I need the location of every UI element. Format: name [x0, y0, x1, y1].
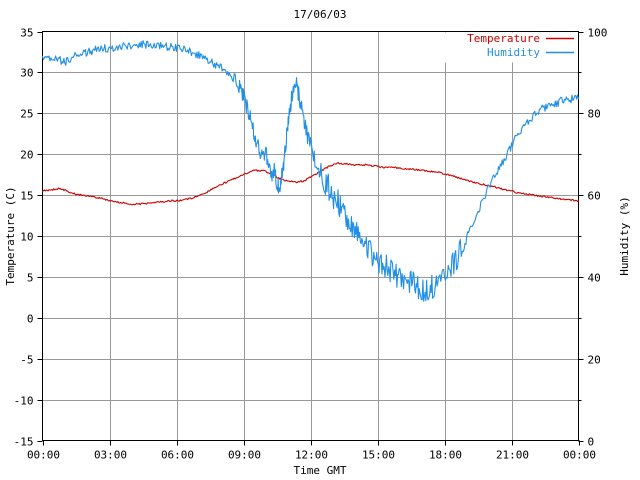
y-tick-label: -15 — [14, 436, 34, 449]
x-tick-label: 06:00 — [161, 449, 194, 462]
y2-tick-label: 40 — [588, 272, 601, 285]
y-tick-label: 10 — [20, 231, 33, 244]
chart-legend: Temperature Humidity — [434, 32, 578, 63]
y2-tick-label: 20 — [588, 354, 601, 367]
x-tick-label: 15:00 — [362, 449, 395, 462]
x-tick-label: 21:00 — [496, 449, 529, 462]
x-tick-label: 12:00 — [295, 449, 328, 462]
legend-background — [434, 32, 578, 63]
x-tick-label: 00:00 — [27, 449, 60, 462]
data-series — [41, 40, 580, 302]
x-tick-label: 18:00 — [429, 449, 462, 462]
legend-item-humidity: Humidity — [487, 46, 540, 59]
y2-tick-label: 0 — [588, 436, 595, 449]
x-axis-label: Time GMT — [294, 464, 347, 477]
y-tick-label: -5 — [20, 354, 33, 367]
y-axis-ticks: -15 -10 -5 0 5 10 15 20 25 30 35 — [14, 27, 43, 449]
y2-axis-label: Humidity (%) — [618, 196, 631, 275]
x-tick-label: 09:00 — [228, 449, 261, 462]
chart-title: 17/06/03 — [294, 8, 347, 21]
grid-lines — [42, 31, 579, 441]
y-tick-label: 25 — [20, 108, 33, 121]
y2-axis-ticks: 0 20 40 60 80 100 — [578, 27, 608, 449]
y-tick-label: 15 — [20, 190, 33, 203]
plot-frame — [41, 30, 580, 442]
y-tick-label: 5 — [27, 272, 34, 285]
series-line-humidity — [41, 40, 580, 302]
x-axis-ticks: 00:00 03:00 06:00 09:00 12:00 15:00 18:00 21:00… — [27, 440, 596, 462]
y-tick-label: 30 — [20, 67, 33, 80]
x-tick-label: 03:00 — [94, 449, 127, 462]
y-tick-label: 20 — [20, 149, 33, 162]
y-tick-label: 0 — [27, 313, 34, 326]
y-tick-label: -10 — [14, 395, 34, 408]
y2-tick-label: 80 — [588, 108, 601, 121]
legend-item-temperature: Temperature — [467, 32, 540, 45]
y-axis-label: Temperature (C) — [4, 186, 17, 285]
y2-tick-label: 60 — [588, 190, 601, 203]
y-tick-label: 35 — [20, 27, 33, 40]
y2-tick-label: 100 — [588, 27, 608, 40]
x-tick-label: 00:00 — [563, 449, 596, 462]
